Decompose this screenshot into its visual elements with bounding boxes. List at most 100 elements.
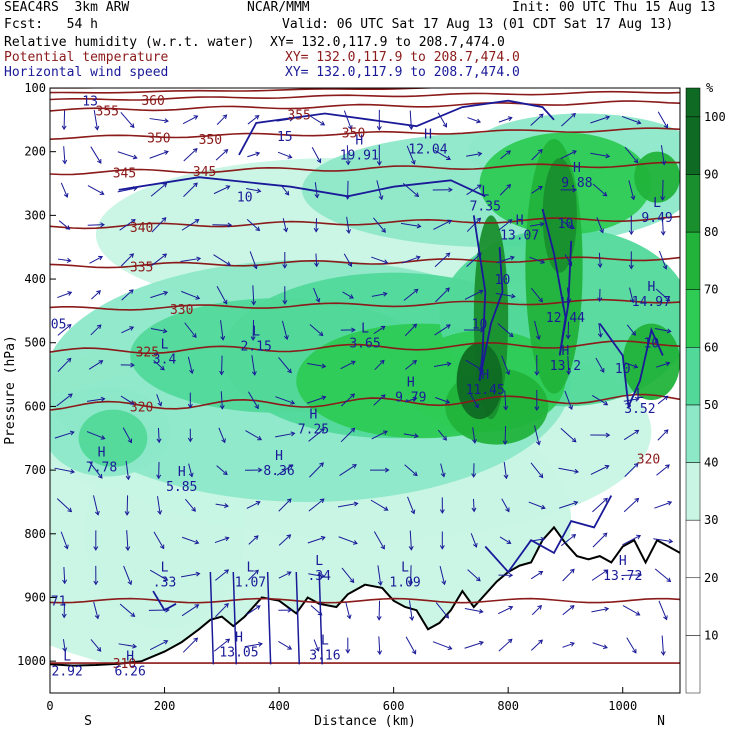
wind-arrow-head bbox=[352, 464, 357, 469]
wind-arrow-shaft bbox=[437, 429, 447, 441]
wind-arrow-head bbox=[315, 297, 321, 303]
wind-arrow-head bbox=[282, 300, 288, 305]
wind-arrow-shaft bbox=[86, 431, 105, 440]
wind-arrow bbox=[660, 635, 666, 656]
colorbar-segment bbox=[685, 404, 701, 463]
wind-arrow-head bbox=[568, 405, 573, 411]
wind-arrow-shaft bbox=[181, 573, 200, 578]
wind-arrow-head bbox=[164, 118, 169, 124]
wind-arrow bbox=[276, 116, 294, 122]
wind-arrow-head bbox=[665, 464, 670, 469]
wind-arrow-shaft bbox=[278, 571, 292, 579]
wind-arrow-shaft bbox=[282, 218, 287, 232]
wind-arrow bbox=[623, 396, 640, 402]
wind-arrow bbox=[405, 636, 417, 655]
wind-arrow-head bbox=[602, 532, 608, 538]
wind-arrow-head bbox=[506, 150, 511, 155]
wind-arrow-head bbox=[631, 331, 636, 336]
extremum-value: 3.52 bbox=[624, 402, 655, 417]
wind-arrow-head bbox=[538, 297, 543, 303]
wind-arrow-shaft bbox=[216, 285, 228, 304]
wind-arrow-head bbox=[347, 262, 352, 267]
colorbar-tick-label: 90 bbox=[704, 167, 718, 181]
wind-arrow bbox=[118, 643, 138, 649]
wind-arrow-head bbox=[94, 510, 100, 516]
wind-arrow bbox=[249, 251, 258, 270]
wind-arrow-head bbox=[660, 651, 666, 656]
wind-arrow-head bbox=[224, 602, 229, 608]
wind-arrow-head bbox=[289, 116, 294, 122]
wind-arrow bbox=[465, 359, 483, 371]
wind-arrow bbox=[86, 431, 106, 440]
wind-arrow-head bbox=[66, 324, 72, 329]
wind-arrow bbox=[628, 180, 636, 201]
y-tick-label: 900 bbox=[24, 590, 46, 604]
wind-arrow bbox=[340, 427, 356, 443]
extremum-marker: H bbox=[573, 161, 581, 176]
wind-arrow-shaft bbox=[467, 569, 481, 582]
y-tick-label: 800 bbox=[24, 527, 46, 541]
wind-arrow-head bbox=[380, 544, 385, 550]
y-tick-label: 500 bbox=[24, 336, 46, 350]
extremum-marker: H bbox=[126, 650, 134, 665]
wind-arrow-shaft bbox=[89, 256, 103, 264]
wind-arrow-shaft bbox=[531, 639, 543, 651]
wind-arrow bbox=[376, 109, 382, 131]
x-tick-label: 800 bbox=[497, 699, 519, 713]
wind-arrow bbox=[86, 396, 106, 402]
wind-arrow-shaft bbox=[406, 145, 415, 165]
theta-label: 310 bbox=[113, 657, 136, 672]
wind-arrow bbox=[530, 113, 544, 126]
wind-arrow bbox=[340, 393, 356, 407]
wind-arrow bbox=[93, 495, 100, 516]
wind-arrow-shaft bbox=[371, 430, 388, 440]
wind-arrow-head bbox=[478, 608, 484, 614]
wind-arrow bbox=[124, 495, 130, 516]
wind-arrow-shaft bbox=[340, 360, 356, 370]
wind-arrow-head bbox=[349, 294, 354, 299]
wind-arrow-head bbox=[61, 613, 67, 619]
wind-arrow-strong bbox=[232, 571, 238, 665]
wind-arrow bbox=[248, 569, 259, 581]
wind-arrow bbox=[117, 151, 138, 160]
wind-arrow bbox=[658, 250, 668, 270]
wind-arrow-shaft bbox=[435, 287, 450, 303]
wind-arrow bbox=[502, 425, 508, 446]
wind-arrow-shaft bbox=[439, 565, 446, 585]
wind-arrow bbox=[184, 322, 197, 339]
wind-arrow bbox=[623, 429, 640, 441]
wind-arrow bbox=[624, 146, 639, 164]
wind-arrow-head bbox=[100, 222, 105, 228]
wind-arrow-shaft bbox=[278, 498, 292, 512]
wind-arrow bbox=[181, 604, 200, 617]
extremum-value: 8.36 bbox=[263, 464, 294, 479]
wind-arrow bbox=[434, 324, 451, 336]
wind-arrow-head bbox=[382, 291, 388, 297]
wind-arrow bbox=[276, 464, 294, 476]
wind-arrow bbox=[119, 603, 136, 618]
wind-arrow bbox=[180, 256, 202, 262]
wind-arrow-head bbox=[350, 393, 356, 399]
wind-arrow-shaft bbox=[314, 182, 318, 198]
wind-arrow bbox=[153, 359, 165, 371]
theta-label: 360 bbox=[141, 94, 164, 109]
wind-arrow-shaft bbox=[122, 427, 132, 443]
colorbar-segment bbox=[685, 116, 701, 175]
extremum-value: 13.2 bbox=[550, 359, 581, 374]
wind-arrow bbox=[87, 185, 105, 195]
wind-arrow bbox=[345, 637, 351, 654]
wind-arrow bbox=[408, 110, 414, 131]
wind-arrow-head bbox=[445, 399, 451, 404]
wind-arrow bbox=[278, 498, 292, 512]
wind-arrow-shaft bbox=[183, 182, 198, 198]
wind-arrow-head bbox=[319, 498, 325, 504]
wind-arrow-head bbox=[408, 545, 414, 551]
wind-arrow-shaft bbox=[56, 393, 73, 407]
wind-vectors bbox=[54, 109, 674, 665]
wind-arrow bbox=[623, 497, 640, 513]
wind-arrow bbox=[530, 571, 544, 580]
wind-arrow-shaft bbox=[592, 498, 608, 513]
wind-arrow-shaft bbox=[216, 114, 227, 125]
wind-arrow bbox=[529, 256, 546, 264]
wind-arrow bbox=[212, 222, 233, 228]
